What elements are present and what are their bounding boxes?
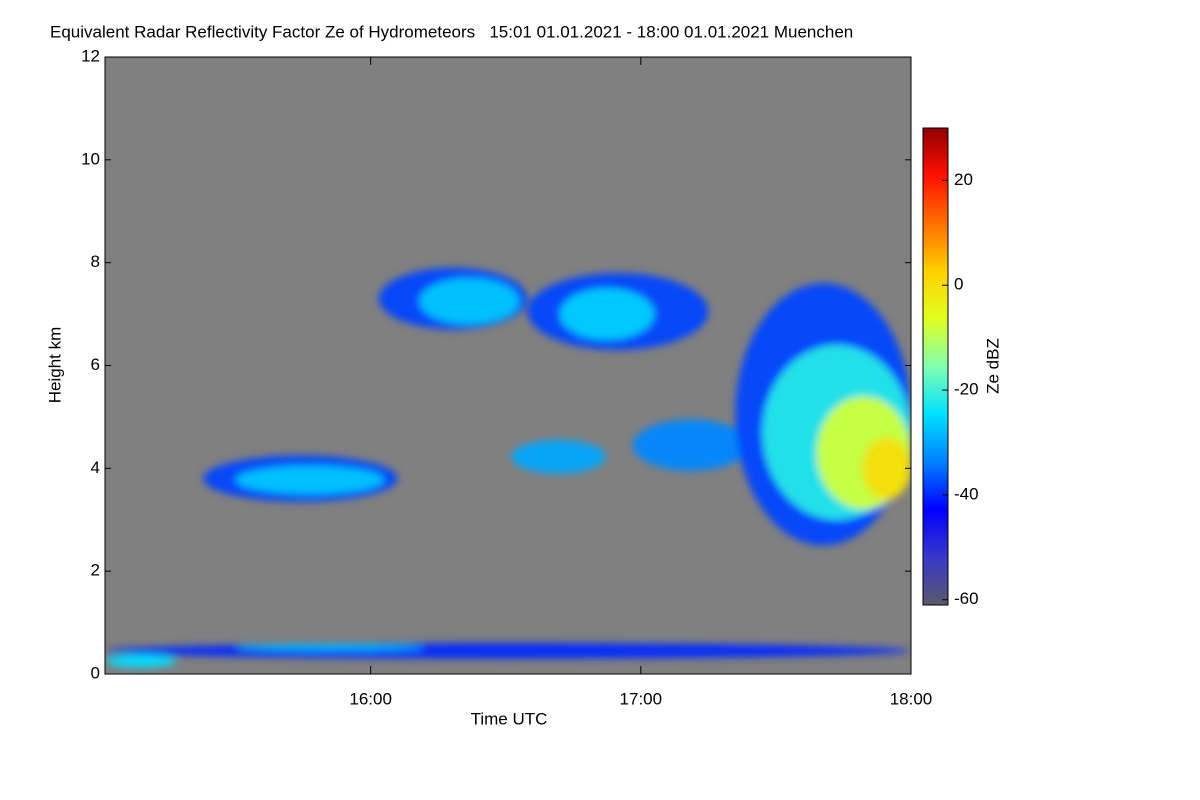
colorbar-tick-label: -20 [954, 380, 979, 399]
cell [419, 278, 520, 325]
cell [559, 288, 655, 340]
colorbar-tick-label: -60 [954, 589, 979, 608]
y-tick-label: 6 [91, 355, 100, 374]
y-tick-label: 4 [91, 458, 100, 477]
y-tick-label: 12 [81, 46, 100, 65]
cell [511, 440, 606, 474]
cell [235, 465, 385, 495]
x-tick-label: 17:00 [620, 689, 663, 708]
colorbar-label: Ze dBZ [983, 338, 1002, 394]
cell [632, 419, 749, 471]
y-tick-label: 10 [81, 149, 100, 168]
cell [105, 654, 177, 668]
chart-title: Equivalent Radar Reflectivity Factor Ze … [50, 22, 853, 41]
heatmap-cells [105, 267, 911, 668]
x-tick-label: 18:00 [890, 689, 933, 708]
y-axis-label: Height km [45, 327, 64, 404]
y-tick-label: 0 [91, 663, 100, 682]
x-tick-label: 16:00 [349, 689, 392, 708]
colorbar-tick-label: -40 [954, 484, 979, 503]
colorbar-tick-label: 0 [954, 275, 963, 294]
y-tick-label: 2 [91, 561, 100, 580]
colorbar [922, 127, 949, 606]
cell [105, 643, 911, 659]
y-tick-label: 8 [91, 252, 100, 271]
colorbar-tick-label: 20 [954, 170, 973, 189]
x-axis-label: Time UTC [471, 709, 548, 728]
cell [235, 644, 425, 651]
cell [862, 437, 911, 500]
